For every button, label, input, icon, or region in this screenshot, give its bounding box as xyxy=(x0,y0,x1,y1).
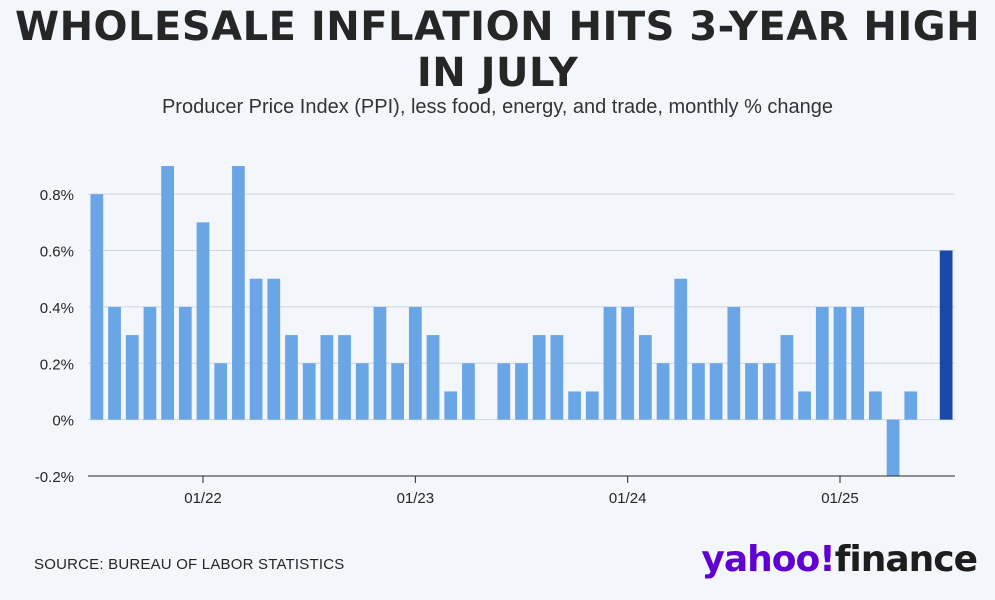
bar xyxy=(886,419,900,476)
bar xyxy=(869,391,882,420)
bar xyxy=(727,306,741,420)
bar xyxy=(568,391,581,420)
bar xyxy=(285,335,298,420)
y-tick-label: -0.2% xyxy=(35,469,74,486)
bar xyxy=(532,335,546,420)
bar xyxy=(780,335,794,420)
bar xyxy=(444,391,458,420)
bar xyxy=(143,306,157,420)
bar xyxy=(90,194,104,420)
bar xyxy=(762,363,776,420)
bar xyxy=(249,278,263,420)
bar xyxy=(355,363,369,420)
bar xyxy=(550,335,564,420)
x-tick-label: 01/23 xyxy=(397,490,435,507)
bar xyxy=(851,306,865,420)
bar xyxy=(656,363,670,420)
bar xyxy=(178,306,192,420)
bar xyxy=(161,166,174,420)
x-tick-label: 01/22 xyxy=(184,490,222,507)
bar-highlight xyxy=(939,250,953,420)
y-tick-label: 0.2% xyxy=(40,356,74,373)
bar xyxy=(798,391,811,420)
bar xyxy=(408,306,422,420)
y-tick-label: 0% xyxy=(52,413,74,430)
logo-yahoo: yahoo! xyxy=(701,539,835,580)
y-tick-label: 0.8% xyxy=(40,187,74,204)
bar xyxy=(196,222,210,420)
bar xyxy=(232,166,245,420)
bar xyxy=(815,306,829,420)
bar xyxy=(108,306,121,420)
bar xyxy=(709,363,723,420)
bar xyxy=(267,278,281,420)
bar xyxy=(391,363,405,420)
bar xyxy=(373,306,387,420)
bar xyxy=(585,391,599,420)
bar xyxy=(515,363,528,420)
bar xyxy=(497,363,511,420)
bar xyxy=(125,335,139,420)
logo-finance: finance xyxy=(834,539,978,580)
y-tick-label: 0.4% xyxy=(40,300,74,317)
yahoo-finance-logo: yahoo!finance xyxy=(701,538,978,582)
chart-title: WHOLESALE INFLATION HITS 3-YEAR HIGH IN … xyxy=(14,4,981,96)
y-tick-label: 0.6% xyxy=(40,244,74,261)
bar xyxy=(674,278,688,420)
x-tick-label: 01/25 xyxy=(821,490,859,507)
bar xyxy=(320,335,334,420)
bar xyxy=(302,363,316,420)
bar xyxy=(338,335,351,420)
bar xyxy=(214,363,228,420)
chart-subtitle: Producer Price Index (PPI), less food, e… xyxy=(161,96,834,118)
bar xyxy=(603,306,617,420)
bar xyxy=(621,306,635,420)
bar-chart: 0.8% 0.6% 0.4% 0.2% 0% -0.2% 01/22 01/23 01/24 01… xyxy=(35,166,955,507)
bar xyxy=(692,363,705,420)
bar xyxy=(745,363,758,420)
bar xyxy=(638,335,652,420)
x-tick-label: 01/24 xyxy=(609,490,647,507)
bar xyxy=(904,391,918,420)
bar xyxy=(462,363,475,420)
bar xyxy=(833,306,847,420)
source-note: SOURCE: BUREAU OF LABOR STATISTICS xyxy=(34,556,345,573)
bar xyxy=(426,335,440,420)
